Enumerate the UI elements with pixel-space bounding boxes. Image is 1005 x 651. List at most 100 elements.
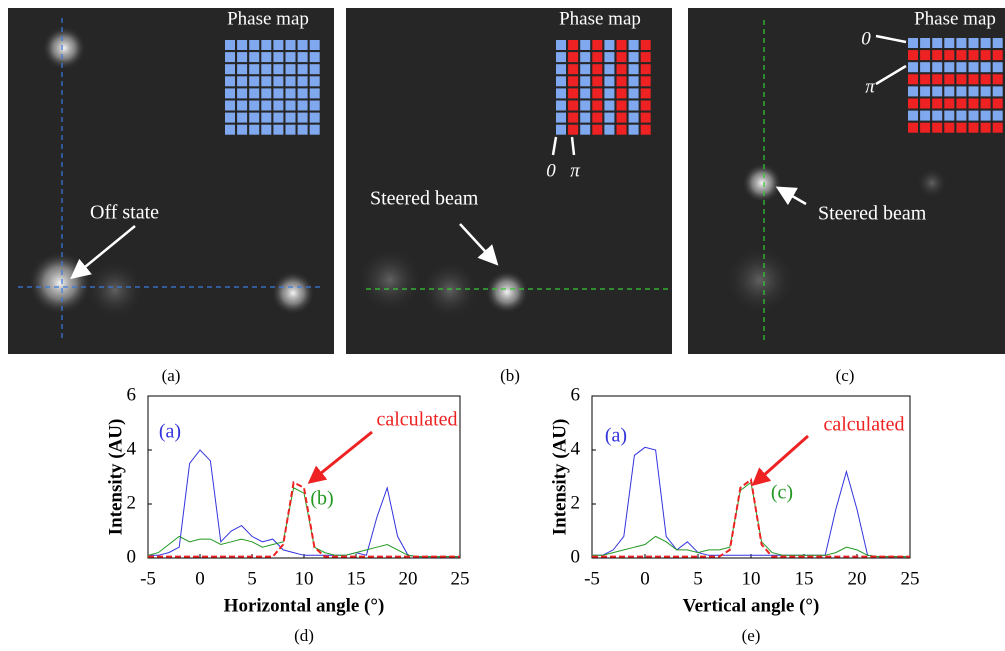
phase-pixel <box>297 76 308 87</box>
phase-pixel <box>908 50 918 61</box>
annotation-arrow <box>459 223 499 266</box>
phase-pixel <box>592 100 603 111</box>
phase-pixel <box>956 62 967 73</box>
phase-pixel <box>980 38 991 48</box>
phase-pixel <box>592 124 603 135</box>
phase-pixel <box>556 40 566 50</box>
phase-pixel <box>640 100 651 111</box>
y-tick-label: 4 <box>127 438 137 459</box>
series-label: calculated <box>376 409 457 431</box>
series-label: calculated <box>823 414 904 436</box>
phase-pixel <box>580 52 591 63</box>
phase-pixel <box>556 76 566 87</box>
phase-pixel <box>249 88 260 99</box>
phase-pixel <box>225 52 235 63</box>
phase-pixel <box>261 76 272 87</box>
chart-caption: (e) <box>742 626 761 645</box>
phase-pixel <box>908 38 918 48</box>
annotation-arrow <box>751 434 809 486</box>
phase-pixel <box>592 64 603 75</box>
beam-annotation: Off state <box>90 202 159 224</box>
phase-pixel <box>604 64 615 75</box>
phase-pixel <box>616 100 627 111</box>
phase-pixel <box>968 122 979 133</box>
phase-pixel <box>225 88 235 99</box>
x-tick-label: 0 <box>195 568 205 589</box>
phase-pixel <box>968 50 979 61</box>
x-tick-label: -5 <box>584 568 600 589</box>
phase-pixel <box>980 50 991 61</box>
x-tick-label: 15 <box>347 568 366 589</box>
panel-caption: (b) <box>500 366 520 385</box>
phase-pixel <box>920 122 931 133</box>
phase-pixel <box>640 40 651 50</box>
phase-pixel <box>225 124 235 135</box>
phase-pixel <box>616 76 627 87</box>
phase-pixel <box>640 88 651 99</box>
phase-pixel <box>980 74 991 85</box>
phase-pixel <box>273 40 284 50</box>
phase-pixel <box>920 74 931 85</box>
phase-pixel <box>628 100 639 111</box>
x-tick-label: 15 <box>795 568 814 589</box>
phase-pixel <box>932 86 943 97</box>
phase-label-leader <box>875 64 907 86</box>
phase-pixel <box>592 52 603 63</box>
phase-pixel <box>980 86 991 97</box>
phase-label: π <box>570 160 580 181</box>
phase-pixel <box>261 88 272 99</box>
x-tick-label: 10 <box>742 568 761 589</box>
phase-pixel <box>932 110 943 121</box>
phase-pixel <box>580 100 591 111</box>
phase-pixel <box>932 50 943 61</box>
y-axis-label: Intensity (AU) <box>105 419 126 536</box>
phase-pixel <box>980 110 991 121</box>
x-tick-label: 10 <box>295 568 314 589</box>
phase-pixel <box>285 112 296 123</box>
phase-pixel <box>568 100 579 111</box>
phase-pixel <box>309 124 320 135</box>
phase-label: 0 <box>546 160 556 181</box>
phase-pixel <box>628 76 639 87</box>
y-axis-label: Intensity (AU) <box>549 419 570 536</box>
phase-pixel <box>297 124 308 135</box>
phase-pixel <box>225 100 235 111</box>
phase-pixel <box>309 64 320 75</box>
phase-pixel <box>616 40 627 50</box>
annotation-arrow <box>775 186 807 206</box>
phase-pixel <box>556 88 566 99</box>
phase-pixel <box>556 52 566 63</box>
phase-pixel <box>968 74 979 85</box>
phase-pixel <box>640 52 651 63</box>
phase-pixel <box>980 62 991 73</box>
phase-pixel <box>604 100 615 111</box>
phase-pixel <box>980 98 991 109</box>
y-tick-label: 2 <box>571 492 581 513</box>
phase-pixel <box>261 40 272 50</box>
series-label: (c) <box>771 482 793 504</box>
phase-pixel <box>956 38 967 48</box>
phase-pixel <box>580 124 591 135</box>
phase-pixel <box>640 64 651 75</box>
phase-pixel <box>568 64 579 75</box>
phase-pixel <box>309 112 320 123</box>
phase-pixel <box>285 40 296 50</box>
series-line <box>592 446 910 558</box>
phase-pixel <box>968 86 979 97</box>
phase-pixel <box>592 40 603 50</box>
phase-pixel <box>920 62 931 73</box>
phase-pixel <box>944 86 955 97</box>
chart-caption: (d) <box>294 626 314 645</box>
phase-pixel <box>309 40 320 50</box>
phase-pixel <box>992 62 1003 73</box>
phase-pixel <box>556 100 566 111</box>
phase-pixel <box>556 112 566 123</box>
phase-pixel <box>237 100 248 111</box>
phase-pixel <box>604 40 615 50</box>
phase-pixel <box>273 52 284 63</box>
phase-pixel <box>580 88 591 99</box>
beam-annotation: Steered beam <box>818 203 927 225</box>
phase-pixel <box>968 110 979 121</box>
phase-pixel <box>932 122 943 133</box>
phase-map-title: Phase map <box>227 8 309 29</box>
